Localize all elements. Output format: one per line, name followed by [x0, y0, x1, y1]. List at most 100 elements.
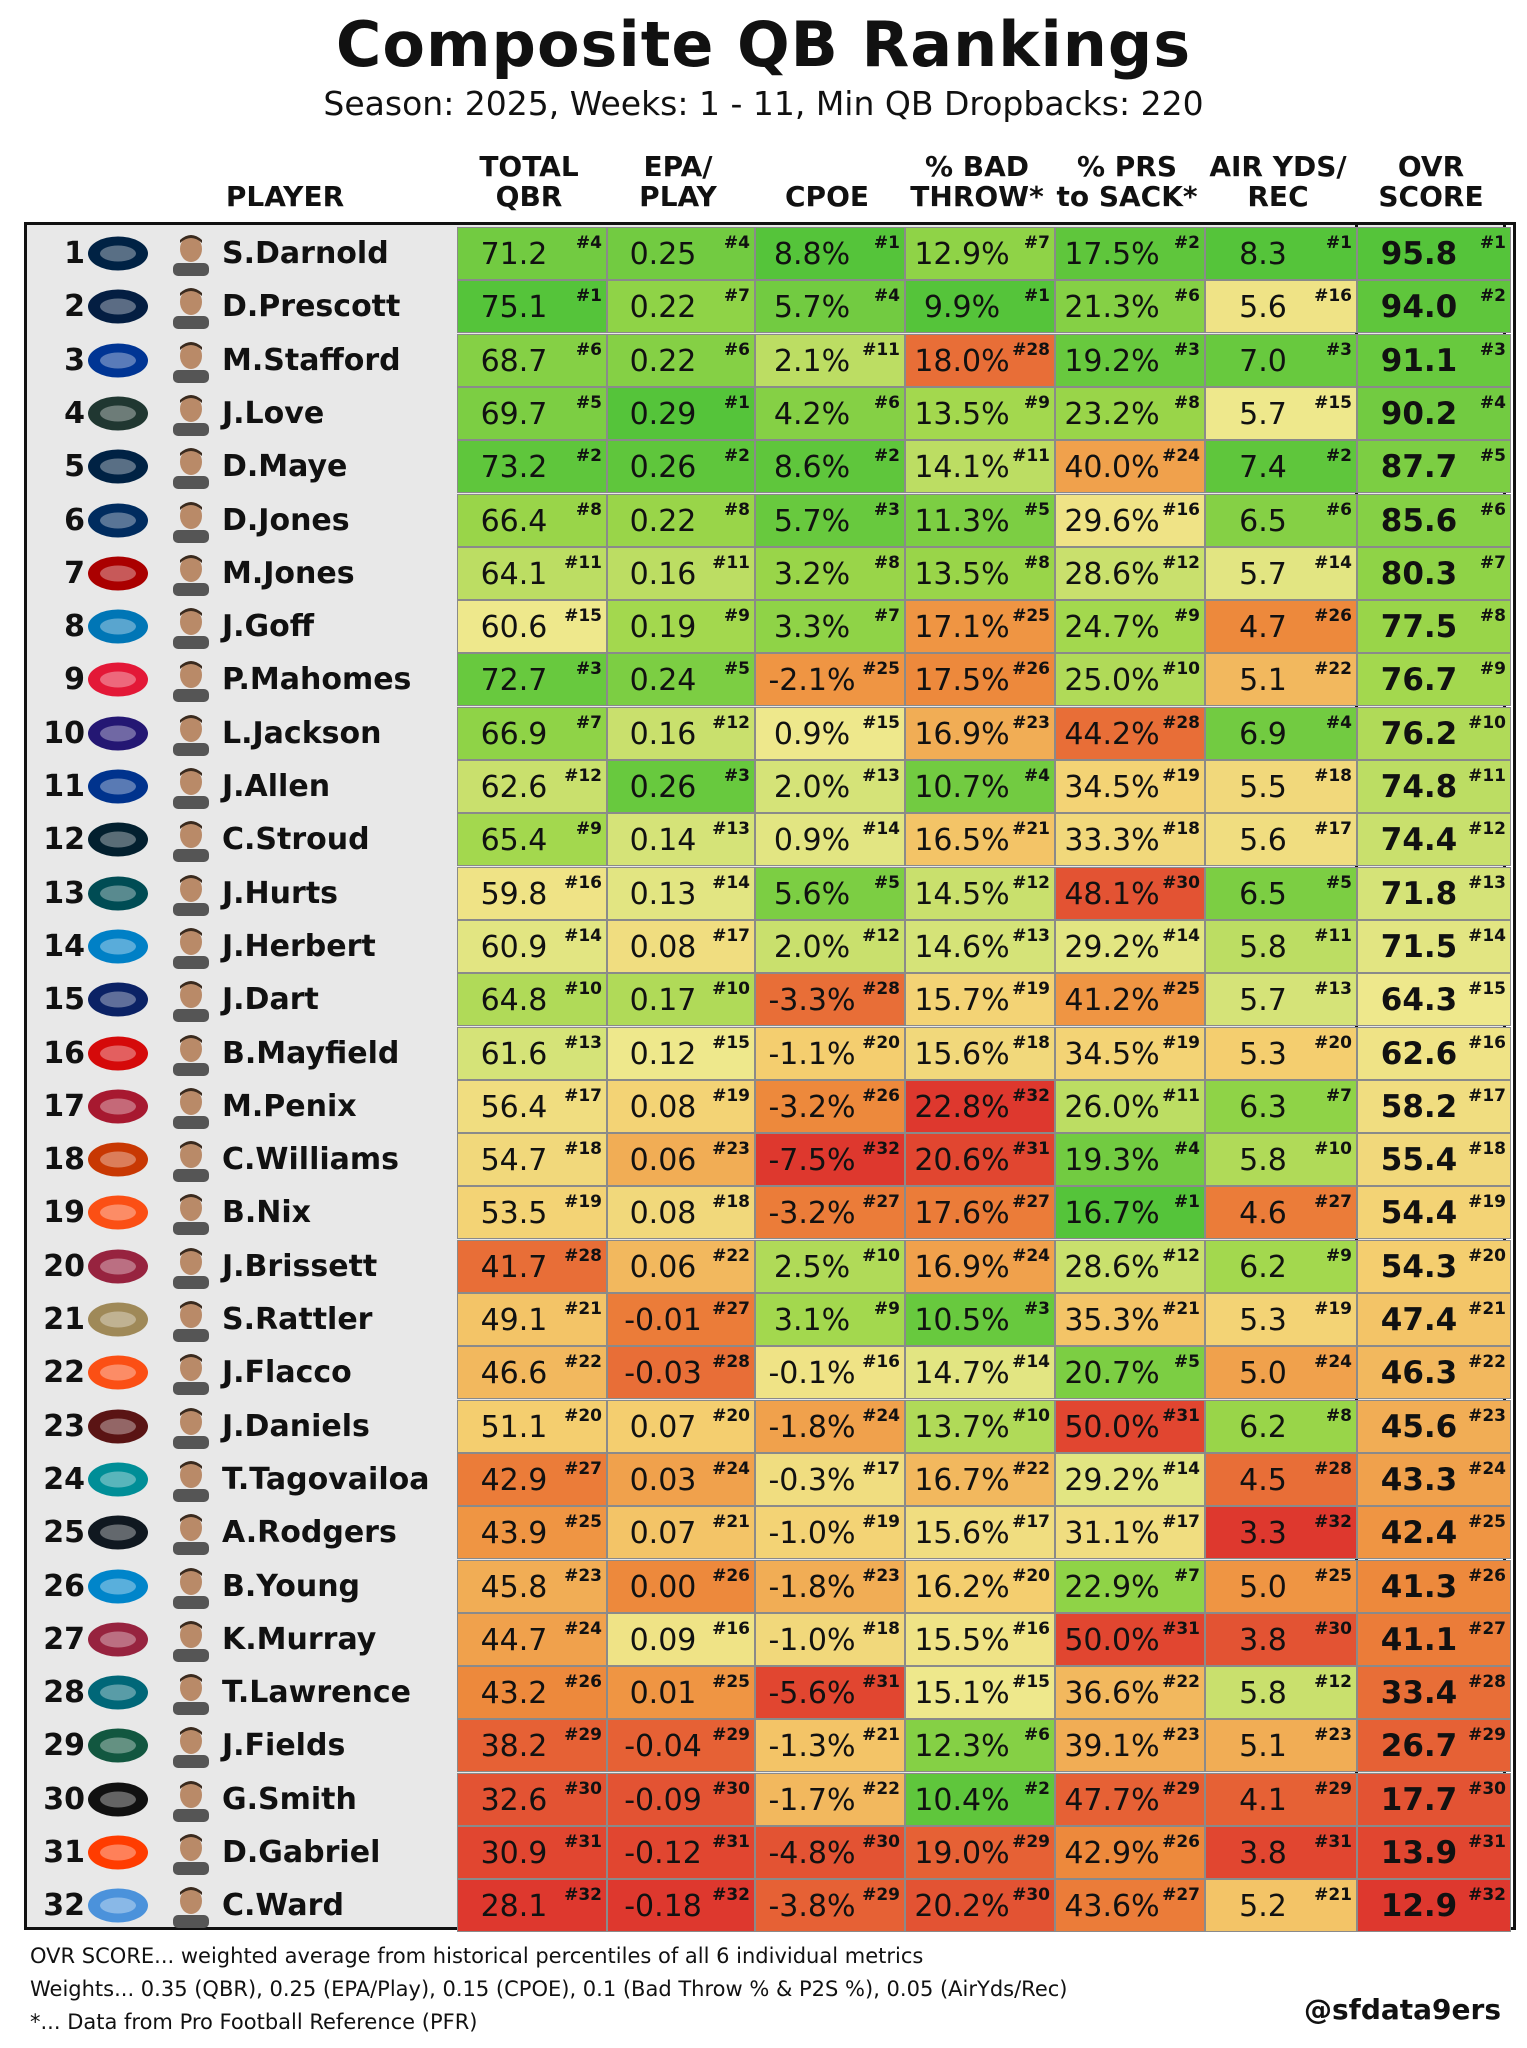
cell-rank-superscript: #13: [1314, 979, 1352, 1000]
cell-rank-superscript: #3: [1023, 1299, 1050, 1319]
cell-bad: 13.5% #8: [905, 546, 1055, 600]
cell-rank-superscript: #6: [1325, 499, 1352, 520]
cell-rank-superscript: #8: [1479, 606, 1506, 627]
cell-value: 17.7: [1380, 1781, 1458, 1818]
table-row: 13 J.Hurts 59.8 #16 0.13 #14 5.6% #5 14.5% #12 48.…: [27, 866, 1511, 920]
cell-ovr: 64.3 #15: [1357, 973, 1511, 1027]
cell-rank-superscript: #13: [862, 766, 900, 786]
cell-rank-superscript: #25: [712, 1672, 750, 1693]
cell-rank-superscript: #25: [1468, 1512, 1506, 1533]
cell-epa: 0.22 #6: [607, 333, 755, 387]
cell-rank-superscript: #9: [1023, 392, 1050, 413]
falcons-logo-icon: [82, 1085, 154, 1128]
cell-value: 60.9: [480, 929, 548, 965]
cell-value: 46.3: [1380, 1355, 1458, 1392]
cell-rank-superscript: #16: [1012, 1618, 1050, 1639]
cell-prs: 40.0% #24: [1055, 440, 1205, 494]
cell-value: 20.7%: [1064, 1356, 1160, 1392]
cell-value: 3.8: [1239, 1622, 1287, 1658]
cell-air: 5.6 #17: [1205, 813, 1357, 867]
cell-rank-superscript: #19: [1314, 1299, 1352, 1319]
cell-rank-superscript: #21: [1162, 1299, 1200, 1319]
cell-prs: 39.1% #23: [1055, 1719, 1205, 1773]
cell-value: 6.2: [1239, 1409, 1287, 1445]
cell-rank-superscript: #19: [862, 1512, 900, 1533]
cell-value: 6.5: [1239, 503, 1287, 539]
cell-value: 41.2%: [1064, 983, 1160, 1019]
cell-value: 13.9: [1380, 1835, 1458, 1871]
player-headshot-icon: [165, 1670, 217, 1716]
player-headshot-icon: [165, 1404, 217, 1449]
cell-rank-superscript: #14: [1468, 925, 1506, 946]
cell-prs: 28.6% #12: [1055, 546, 1205, 600]
column-header-cpoe: CPOE: [785, 180, 869, 213]
cell-value: -1.0%: [768, 1622, 856, 1658]
rank-number: 20: [43, 1248, 85, 1284]
cell-air: 5.3 #19: [1205, 1293, 1357, 1346]
cell-qbr: 66.4 #8: [457, 493, 607, 547]
cell-rank-superscript: #27: [862, 1192, 900, 1213]
cell-rank-superscript: #1: [1173, 1192, 1200, 1213]
cell-value: 12.9: [1380, 1888, 1458, 1925]
cell-value: 0.03: [629, 1462, 697, 1498]
cell-value: 0.08: [629, 929, 697, 965]
cell-value: 0.26: [629, 450, 697, 486]
cell-rank-superscript: #14: [1012, 1352, 1050, 1373]
cell-rank-superscript: #29: [1162, 1778, 1200, 1799]
cell-prs: 34.5% #19: [1055, 760, 1205, 813]
cell-value: 14.5%: [914, 876, 1010, 912]
cell-value: 5.7%: [773, 290, 851, 326]
table-row: 17 M.Penix 56.4 #17 0.08 #19 -3.2% #26 22.8% #32 2…: [27, 1079, 1511, 1133]
cell-ovr: 41.1 #27: [1357, 1612, 1511, 1666]
cell-cpoe: 2.0% #13: [755, 760, 905, 813]
cell-prs: 48.1% #30: [1055, 866, 1205, 920]
cell-value: 68.7: [480, 343, 548, 379]
cell-rank-superscript: #15: [1012, 1672, 1050, 1693]
cell-value: 47.7%: [1064, 1782, 1160, 1818]
cell-qbr: 28.1 #32: [457, 1879, 607, 1933]
cell-rank-superscript: #15: [862, 712, 900, 733]
cell-value: 5.0: [1239, 1569, 1287, 1605]
cell-value: -3.3%: [768, 983, 856, 1019]
cell-rank-superscript: #4: [873, 286, 900, 307]
cell-value: 5.8: [1239, 1143, 1287, 1179]
cell-value: 5.1: [1239, 1729, 1287, 1765]
cell-rank-superscript: #20: [862, 1032, 900, 1053]
cell-value: 13.5%: [914, 396, 1010, 432]
player-name: J.Allen: [222, 769, 331, 804]
cell-value: -0.3%: [768, 1462, 856, 1498]
cell-value: 16.9%: [914, 716, 1010, 752]
cell-cpoe: -1.1% #20: [755, 1026, 905, 1080]
cell-rank-superscript: #26: [1012, 659, 1050, 680]
cell-rank-superscript: #9: [575, 819, 602, 840]
cell-prs: 21.3% #6: [1055, 280, 1205, 334]
cell-rank-superscript: #15: [1468, 979, 1506, 1000]
cell-rank-superscript: #10: [1162, 659, 1200, 680]
cell-value: 28.1: [480, 1889, 548, 1925]
cell-ovr: 42.4 #25: [1357, 1506, 1511, 1560]
player-headshot-icon: [165, 764, 217, 809]
rank-number: 17: [43, 1088, 85, 1124]
cell-rank-superscript: #6: [1023, 1725, 1050, 1746]
cell-value: 12.3%: [914, 1729, 1010, 1765]
cell-value: -0.01: [624, 1303, 702, 1338]
player-headshot-icon: [165, 338, 217, 383]
table-row: 30 G.Smith 32.6 #30 -0.09 #30 -1.7% #22 10.4% #2 4…: [27, 1772, 1511, 1826]
cell-value: 4.2%: [773, 396, 851, 432]
packers-logo-icon: [82, 392, 154, 435]
cell-rank-superscript: #18: [1162, 819, 1200, 840]
cell-rank-superscript: #30: [1012, 1885, 1050, 1906]
cell-ovr: 77.5 #8: [1357, 600, 1511, 654]
cell-rank-superscript: #27: [564, 1458, 602, 1479]
player-headshot-icon: [165, 551, 217, 596]
column-header-prs: % PRS to SACK*: [1056, 150, 1198, 213]
cell-value: -4.8%: [768, 1836, 856, 1871]
cell-air: 5.7 #14: [1205, 546, 1357, 600]
player-name: T.Lawrence: [222, 1675, 412, 1711]
cell-rank-superscript: #30: [1314, 1618, 1352, 1639]
cell-qbr: 60.9 #14: [457, 919, 607, 973]
player-headshot-icon: [165, 1723, 217, 1769]
player-headshot-icon: [165, 1244, 217, 1289]
cell-rank-superscript: #18: [1012, 1032, 1050, 1053]
cell-rank-superscript: #30: [1162, 872, 1200, 893]
